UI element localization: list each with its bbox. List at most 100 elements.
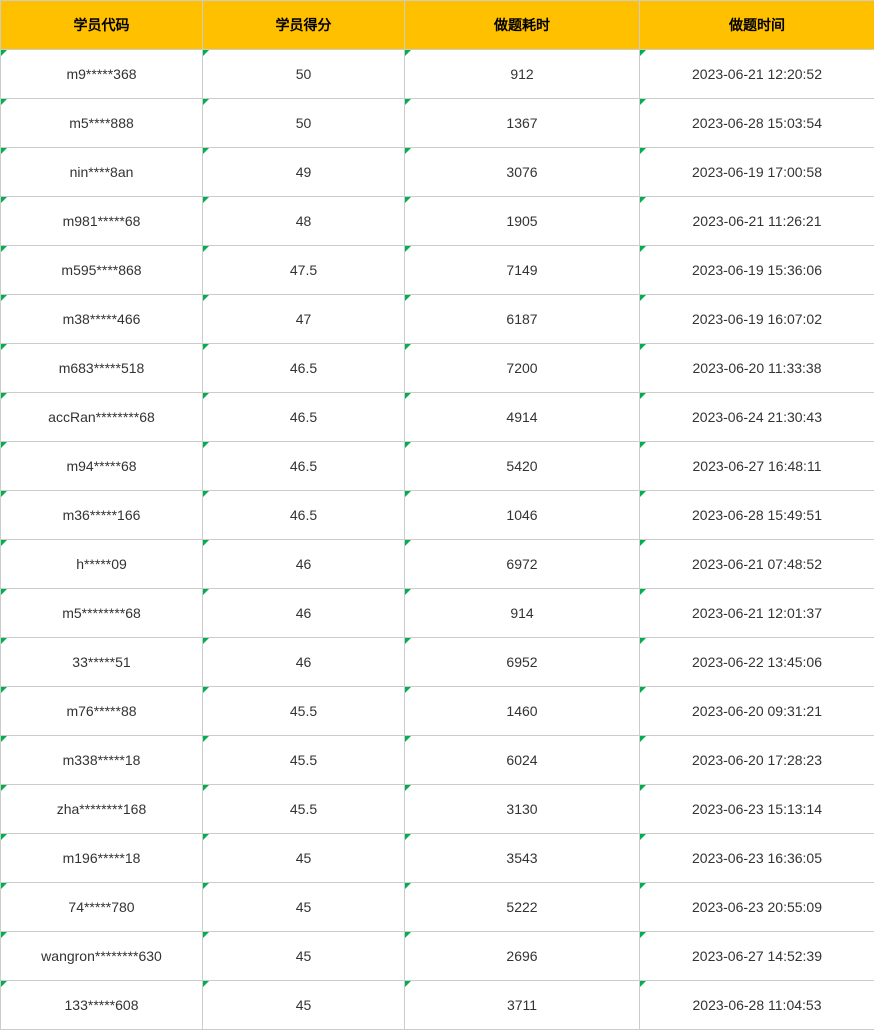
cell-timestamp: 2023-06-20 17:28:23 xyxy=(640,736,874,785)
cell-timestamp: 2023-06-21 12:20:52 xyxy=(640,50,874,99)
cell-timestamp: 2023-06-24 21:30:43 xyxy=(640,393,874,442)
table-row: m76*****8845.514602023-06-20 09:31:21 xyxy=(1,687,874,736)
cell-time-spent: 1460 xyxy=(405,687,640,736)
cell-timestamp: 2023-06-27 14:52:39 xyxy=(640,932,874,981)
cell-score: 45 xyxy=(203,932,405,981)
table-row: m5****8885013672023-06-28 15:03:54 xyxy=(1,99,874,148)
cell-time-spent: 5222 xyxy=(405,883,640,932)
cell-student-code: m5****888 xyxy=(1,99,203,148)
cell-score: 45.5 xyxy=(203,785,405,834)
table-row: m5********68469142023-06-21 12:01:37 xyxy=(1,589,874,638)
cell-time-spent: 3130 xyxy=(405,785,640,834)
header-row: 学员代码 学员得分 做题耗时 做题时间 xyxy=(1,1,874,50)
cell-student-code: 133*****608 xyxy=(1,981,203,1030)
cell-score: 50 xyxy=(203,99,405,148)
cell-student-code: zha********168 xyxy=(1,785,203,834)
table-row: m36*****16646.510462023-06-28 15:49:51 xyxy=(1,491,874,540)
cell-time-spent: 6024 xyxy=(405,736,640,785)
cell-timestamp: 2023-06-22 13:45:06 xyxy=(640,638,874,687)
table-row: 33*****514669522023-06-22 13:45:06 xyxy=(1,638,874,687)
cell-student-code: h*****09 xyxy=(1,540,203,589)
cell-timestamp: 2023-06-21 12:01:37 xyxy=(640,589,874,638)
cell-student-code: m981*****68 xyxy=(1,197,203,246)
cell-score: 45 xyxy=(203,981,405,1030)
table-row: 74*****7804552222023-06-23 20:55:09 xyxy=(1,883,874,932)
score-table: 学员代码 学员得分 做题耗时 做题时间 m9*****368509122023-… xyxy=(0,0,874,1030)
cell-student-code: m38*****466 xyxy=(1,295,203,344)
table-row: m38*****4664761872023-06-19 16:07:02 xyxy=(1,295,874,344)
cell-score: 49 xyxy=(203,148,405,197)
cell-timestamp: 2023-06-19 15:36:06 xyxy=(640,246,874,295)
cell-timestamp: 2023-06-23 16:36:05 xyxy=(640,834,874,883)
cell-time-spent: 6952 xyxy=(405,638,640,687)
cell-score: 46.5 xyxy=(203,344,405,393)
cell-student-code: m683*****518 xyxy=(1,344,203,393)
table-body: m9*****368509122023-06-21 12:20:52m5****… xyxy=(1,50,874,1030)
cell-score: 47 xyxy=(203,295,405,344)
cell-student-code: m9*****368 xyxy=(1,50,203,99)
table-row: 133*****6084537112023-06-28 11:04:53 xyxy=(1,981,874,1030)
table-header: 学员代码 学员得分 做题耗时 做题时间 xyxy=(1,1,874,50)
cell-timestamp: 2023-06-28 15:49:51 xyxy=(640,491,874,540)
cell-timestamp: 2023-06-19 16:07:02 xyxy=(640,295,874,344)
cell-timestamp: 2023-06-23 20:55:09 xyxy=(640,883,874,932)
cell-timestamp: 2023-06-28 15:03:54 xyxy=(640,99,874,148)
cell-time-spent: 1046 xyxy=(405,491,640,540)
cell-score: 45.5 xyxy=(203,736,405,785)
cell-score: 46.5 xyxy=(203,442,405,491)
cell-time-spent: 6972 xyxy=(405,540,640,589)
cell-score: 46 xyxy=(203,540,405,589)
cell-time-spent: 914 xyxy=(405,589,640,638)
cell-student-code: m36*****166 xyxy=(1,491,203,540)
cell-time-spent: 3076 xyxy=(405,148,640,197)
cell-student-code: m94*****68 xyxy=(1,442,203,491)
cell-student-code: 74*****780 xyxy=(1,883,203,932)
header-timestamp: 做题时间 xyxy=(640,1,874,50)
cell-time-spent: 1905 xyxy=(405,197,640,246)
cell-time-spent: 1367 xyxy=(405,99,640,148)
cell-student-code: nin****8an xyxy=(1,148,203,197)
cell-student-code: m196*****18 xyxy=(1,834,203,883)
table-row: m595****86847.571492023-06-19 15:36:06 xyxy=(1,246,874,295)
table-row: accRan********6846.549142023-06-24 21:30… xyxy=(1,393,874,442)
header-time-spent: 做题耗时 xyxy=(405,1,640,50)
header-student-code: 学员代码 xyxy=(1,1,203,50)
cell-score: 48 xyxy=(203,197,405,246)
cell-time-spent: 4914 xyxy=(405,393,640,442)
cell-score: 46.5 xyxy=(203,393,405,442)
cell-score: 45 xyxy=(203,834,405,883)
cell-score: 46.5 xyxy=(203,491,405,540)
cell-timestamp: 2023-06-20 09:31:21 xyxy=(640,687,874,736)
cell-score: 50 xyxy=(203,50,405,99)
cell-timestamp: 2023-06-23 15:13:14 xyxy=(640,785,874,834)
cell-timestamp: 2023-06-21 11:26:21 xyxy=(640,197,874,246)
cell-student-code: wangron********630 xyxy=(1,932,203,981)
table-row: m9*****368509122023-06-21 12:20:52 xyxy=(1,50,874,99)
cell-student-code: 33*****51 xyxy=(1,638,203,687)
cell-timestamp: 2023-06-21 07:48:52 xyxy=(640,540,874,589)
cell-score: 45 xyxy=(203,883,405,932)
table-row: m981*****684819052023-06-21 11:26:21 xyxy=(1,197,874,246)
cell-score: 46 xyxy=(203,589,405,638)
cell-time-spent: 7200 xyxy=(405,344,640,393)
cell-score: 45.5 xyxy=(203,687,405,736)
cell-time-spent: 912 xyxy=(405,50,640,99)
table-row: wangron********6304526962023-06-27 14:52… xyxy=(1,932,874,981)
cell-score: 47.5 xyxy=(203,246,405,295)
table-row: m196*****184535432023-06-23 16:36:05 xyxy=(1,834,874,883)
cell-time-spent: 7149 xyxy=(405,246,640,295)
table-row: m338*****1845.560242023-06-20 17:28:23 xyxy=(1,736,874,785)
table-row: m683*****51846.572002023-06-20 11:33:38 xyxy=(1,344,874,393)
header-score: 学员得分 xyxy=(203,1,405,50)
cell-student-code: m76*****88 xyxy=(1,687,203,736)
cell-student-code: accRan********68 xyxy=(1,393,203,442)
cell-timestamp: 2023-06-28 11:04:53 xyxy=(640,981,874,1030)
cell-score: 46 xyxy=(203,638,405,687)
cell-time-spent: 6187 xyxy=(405,295,640,344)
table-row: zha********16845.531302023-06-23 15:13:1… xyxy=(1,785,874,834)
cell-student-code: m595****868 xyxy=(1,246,203,295)
cell-time-spent: 5420 xyxy=(405,442,640,491)
cell-timestamp: 2023-06-20 11:33:38 xyxy=(640,344,874,393)
cell-student-code: m338*****18 xyxy=(1,736,203,785)
cell-timestamp: 2023-06-19 17:00:58 xyxy=(640,148,874,197)
